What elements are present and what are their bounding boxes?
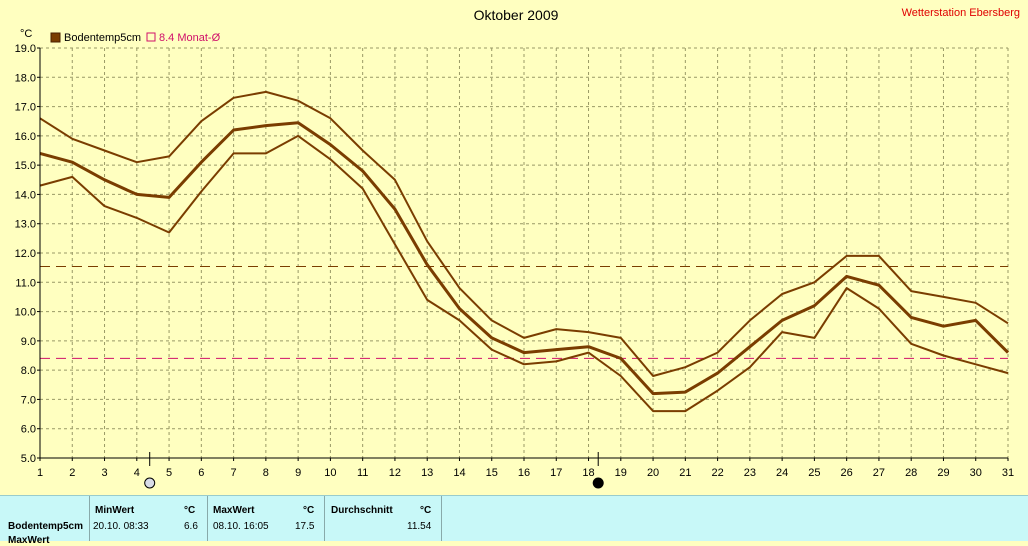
full-moon-icon <box>144 477 156 489</box>
chart: Oktober 2009 Wetterstation Ebersberg °C … <box>15 7 1020 489</box>
x-tick-label: 7 <box>231 467 237 479</box>
y-tick-label: 12.0 <box>15 248 36 260</box>
column-divider <box>89 496 90 541</box>
x-tick-label: 1 <box>37 467 43 479</box>
x-tick-label: 27 <box>873 467 885 479</box>
x-tick-label: 14 <box>453 467 465 479</box>
column-divider <box>207 496 208 541</box>
series <box>39 90 1010 413</box>
legend: Bodentemp5cm 8.4 Monat-Ø <box>50 32 221 44</box>
x-tick-label: 25 <box>808 467 820 479</box>
y-tick-label: 5.0 <box>21 453 36 465</box>
x-tick-label: 4 <box>134 467 140 479</box>
reference-lines <box>40 265 1008 359</box>
x-tick-label: 19 <box>615 467 627 479</box>
moon-markers <box>144 452 604 489</box>
y-tick-label: 13.0 <box>15 219 36 231</box>
avg-value: 11.54 <box>407 521 432 532</box>
x-tick-label: 9 <box>295 467 301 479</box>
statistics-panel: MinWert °C MaxWert °C Durchschnitt °C Bo… <box>0 495 1028 546</box>
x-tick-label: 2 <box>69 467 75 479</box>
x-tick-label: 29 <box>937 467 949 479</box>
y-tick-label: 17.0 <box>15 102 36 114</box>
avg-unit-header: °C <box>420 505 432 516</box>
x-tick-label: 16 <box>518 467 530 479</box>
x-tick-label: 6 <box>198 467 204 479</box>
x-tick-label: 10 <box>324 467 336 479</box>
x-tick-label: 12 <box>389 467 401 479</box>
chart-title: Oktober 2009 <box>474 7 559 23</box>
x-ticks: 1 2 3 4 5 6 7 8 9 10 11 12 13 14 15 16 17 18 19 20 21 22 23 24 2… <box>37 458 1014 479</box>
max-header: MaxWert <box>213 505 255 516</box>
x-tick-label: 28 <box>905 467 917 479</box>
x-tick-label: 8 <box>263 467 269 479</box>
column-divider <box>324 496 325 541</box>
y-tick-label: 19.0 <box>15 43 36 55</box>
min-unit-header: °C <box>184 505 196 516</box>
y-tick-label: 10.0 <box>15 307 36 319</box>
grid <box>40 47 1009 458</box>
legend-label-monthly-avg: 8.4 Monat-Ø <box>159 32 221 44</box>
x-tick-label: 30 <box>970 467 982 479</box>
x-tick-label: 17 <box>550 467 562 479</box>
new-moon-icon <box>592 477 604 489</box>
series-line-min <box>39 134 1009 413</box>
x-tick-label: 24 <box>776 467 788 479</box>
y-tick-label: 8.0 <box>21 365 36 377</box>
y-tick-label: 18.0 <box>15 72 36 84</box>
max-value: 17.5 <box>295 521 315 532</box>
legend-swatch-monthly-avg <box>146 32 156 42</box>
x-tick-label: 20 <box>647 467 659 479</box>
legend-label-bodentemp: Bodentemp5cm <box>64 32 141 44</box>
max-unit-header: °C <box>303 505 315 516</box>
min-header: MinWert <box>95 505 135 516</box>
x-tick-label: 15 <box>486 467 498 479</box>
max-time-value: 08.10. 16:05 <box>213 521 269 532</box>
series-line-mean <box>39 121 1010 396</box>
x-tick-label: 26 <box>841 467 853 479</box>
row-label-bodentemp: Bodentemp5cm <box>8 521 84 532</box>
x-tick-label: 3 <box>101 467 107 479</box>
y-tick-label: 16.0 <box>15 131 36 143</box>
x-tick-label: 23 <box>744 467 756 479</box>
x-tick-label: 13 <box>421 467 433 479</box>
y-tick-label: 11.0 <box>15 277 36 289</box>
y-ticks: 5.0 6.0 7.0 8.0 9.0 10.0 11.0 12.0 13.0 14.0 15.0 1… <box>15 43 40 465</box>
y-tick-label: 7.0 <box>21 394 36 406</box>
min-time-value: 20.10. 08:33 <box>93 521 149 532</box>
x-tick-label: 5 <box>166 467 172 479</box>
y-tick-label: 6.0 <box>21 424 36 436</box>
legend-swatch-bodentemp <box>50 32 61 43</box>
y-tick-label: 9.0 <box>21 336 36 348</box>
y-tick-label: 15.0 <box>15 160 36 172</box>
x-tick-label: 21 <box>679 467 691 479</box>
avg-header: Durchschnitt <box>331 505 393 516</box>
station-name: Wetterstation Ebersberg <box>902 7 1020 19</box>
y-tick-label: 14.0 <box>15 189 36 201</box>
x-tick-label: 18 <box>582 467 594 479</box>
row-label-cut-off: MaxWert <box>8 535 50 546</box>
series-line-max <box>39 90 1009 377</box>
min-value: 6.6 <box>184 521 198 532</box>
y-axis-unit-label: °C <box>20 28 32 40</box>
column-divider <box>441 496 442 541</box>
x-tick-label: 22 <box>711 467 723 479</box>
x-tick-label: 11 <box>357 467 368 479</box>
x-tick-label: 31 <box>1002 467 1014 479</box>
